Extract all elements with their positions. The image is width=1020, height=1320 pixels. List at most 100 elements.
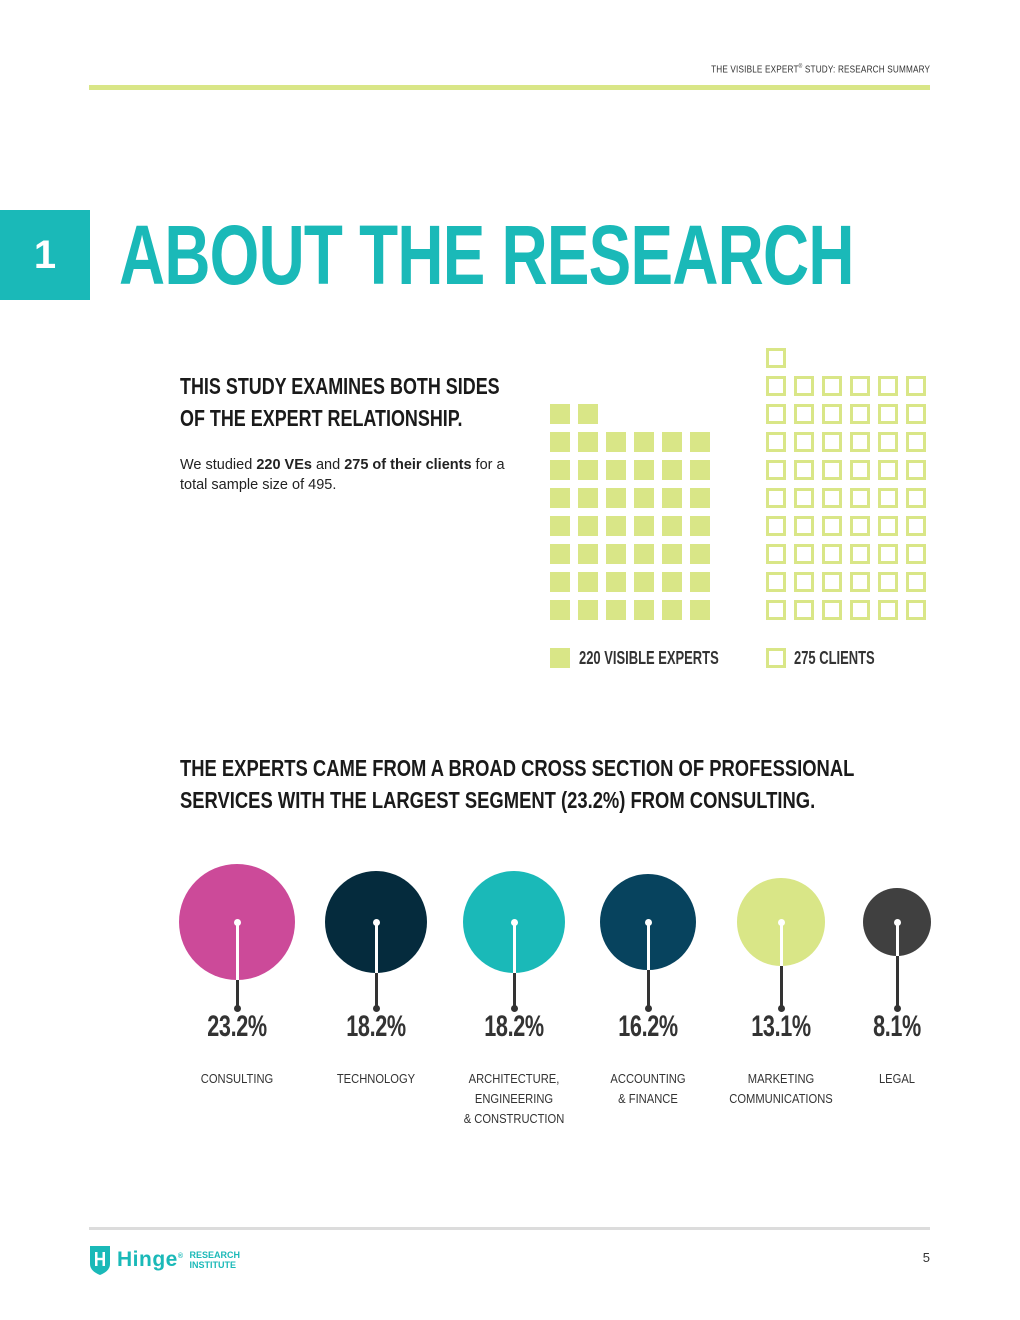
running-head-subtitle: STUDY: RESEARCH SUMMARY — [802, 64, 930, 76]
client-square — [850, 544, 870, 564]
expert-square — [550, 544, 570, 564]
client-square — [822, 404, 842, 424]
client-square — [878, 404, 898, 424]
segment-label-line: & CONSTRUCTION — [463, 1111, 565, 1126]
bubble-end-dot — [777, 1005, 785, 1012]
hinge-logo: Hinge® RESEARCH INSTITUTE — [89, 1244, 240, 1276]
segment-label-line: MARKETING — [747, 1071, 815, 1086]
segment-label: ACCOUNTING & FINANCE — [588, 1069, 708, 1109]
bubble-stem-outer — [374, 973, 378, 1008]
client-square — [850, 376, 870, 396]
expert-square — [690, 460, 710, 480]
client-square — [766, 348, 786, 368]
segment-label-line: ARCHITECTURE, — [468, 1071, 560, 1086]
segment-percentage: 23.2% — [207, 1010, 267, 1043]
expert-square — [606, 488, 626, 508]
bubble-stem-outer — [779, 965, 783, 1008]
bubble-center-dot — [644, 918, 652, 926]
intro-body-ves: 220 VEs — [256, 457, 312, 473]
expert-square — [690, 600, 710, 620]
segment-label: TECHNOLOGY — [316, 1069, 436, 1089]
segment-label: MARKETING COMMUNICATIONS — [721, 1069, 841, 1109]
bubble-stem-outer — [512, 973, 516, 1008]
expert-square — [550, 460, 570, 480]
segment-percentage: 18.2% — [484, 1010, 544, 1043]
page-number: 5 — [922, 1250, 930, 1265]
expert-square — [690, 572, 710, 592]
client-square — [906, 460, 926, 480]
client-square — [878, 488, 898, 508]
running-head: THE VISIBLE EXPERT® STUDY: RESEARCH SUMM… — [711, 64, 930, 75]
client-square — [822, 544, 842, 564]
segment-label-line: & FINANCE — [618, 1091, 678, 1106]
intro-body: We studied 220 VEs and 275 of their clie… — [180, 455, 510, 495]
client-square — [766, 516, 786, 536]
expert-square — [662, 572, 682, 592]
segment-label: CONSULTING — [177, 1069, 297, 1089]
client-square — [878, 432, 898, 452]
intro-body-pre: We studied — [180, 457, 257, 473]
registered-mark: ® — [798, 64, 803, 70]
expert-square — [606, 544, 626, 564]
client-square — [822, 432, 842, 452]
client-square — [822, 376, 842, 396]
expert-square — [690, 432, 710, 452]
expert-square — [550, 516, 570, 536]
client-square — [878, 572, 898, 592]
expert-square — [634, 600, 654, 620]
segment-percentage: 16.2% — [618, 1010, 678, 1043]
segment-label: ARCHITECTURE, ENGINEERING & CONSTRUCTION — [454, 1069, 574, 1129]
client-square — [906, 432, 926, 452]
segment-label: LEGAL — [837, 1069, 957, 1089]
expert-square — [578, 544, 598, 564]
client-square — [906, 376, 926, 396]
client-square — [878, 544, 898, 564]
expert-square — [662, 460, 682, 480]
expert-square — [634, 544, 654, 564]
logo-word: Hinge® — [117, 1248, 184, 1272]
client-square — [878, 600, 898, 620]
expert-square — [690, 488, 710, 508]
client-square — [906, 404, 926, 424]
legend-label-experts: 220 VISIBLE EXPERTS — [579, 648, 719, 668]
intro-body-post: for a total sample size of 495. — [180, 457, 505, 493]
expert-square — [634, 460, 654, 480]
segment-label-line: CONSULTING — [200, 1071, 274, 1086]
segment-label-line: COMMUNICATIONS — [729, 1091, 833, 1106]
bubble-end-dot — [644, 1005, 652, 1012]
segment-label-line: TECHNOLOGY — [336, 1071, 416, 1086]
bubble-end-dot — [233, 1005, 241, 1012]
top-rule — [89, 85, 930, 90]
expert-square — [606, 432, 626, 452]
logo-sub-institute: INSTITUTE — [189, 1260, 237, 1270]
expert-square — [690, 516, 710, 536]
client-square — [850, 488, 870, 508]
client-square — [766, 404, 786, 424]
bubble-stem-inner — [646, 922, 650, 971]
client-square — [794, 404, 814, 424]
intro-heading-line-2: OF THE EXPERT RELATIONSHIP. — [180, 405, 463, 431]
client-square — [822, 488, 842, 508]
bubble-stem-outer — [646, 970, 650, 1008]
bubble-center-dot — [510, 918, 518, 926]
segment-label-line: LEGAL — [878, 1071, 916, 1086]
client-square — [794, 376, 814, 396]
expert-square — [550, 572, 570, 592]
expert-square — [634, 516, 654, 536]
expert-square — [662, 600, 682, 620]
client-square — [794, 488, 814, 508]
client-square — [878, 460, 898, 480]
expert-square — [662, 544, 682, 564]
expert-square — [606, 516, 626, 536]
client-square — [766, 432, 786, 452]
client-square — [850, 600, 870, 620]
bubble-center-dot — [233, 918, 241, 926]
bubble-stem-outer — [895, 956, 899, 1008]
segments-heading-line-2: SERVICES WITH THE LARGEST SEGMENT (23.2%… — [180, 787, 816, 813]
expert-square — [634, 572, 654, 592]
client-square — [794, 600, 814, 620]
client-square — [766, 488, 786, 508]
expert-square — [550, 600, 570, 620]
client-square — [766, 376, 786, 396]
bubble-stem-inner — [512, 922, 516, 974]
